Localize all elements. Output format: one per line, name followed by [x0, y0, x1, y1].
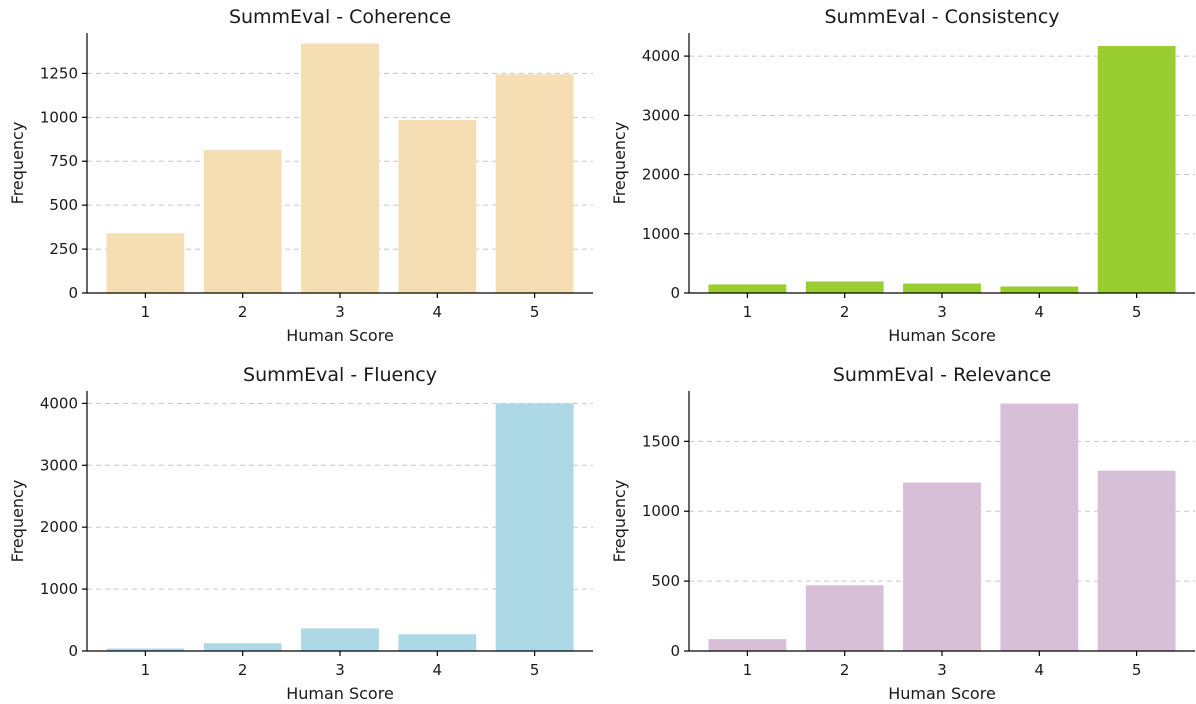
- x-tick-label: 1: [141, 303, 151, 321]
- bar-2: [203, 643, 282, 651]
- x-tick-label: 1: [743, 661, 753, 679]
- bar-1: [708, 284, 787, 293]
- chart-title: SummEval - Coherence: [229, 6, 451, 28]
- x-tick-label: 4: [433, 661, 443, 679]
- y-axis-label: Frequency: [8, 480, 27, 563]
- y-tick-label: 1500: [642, 432, 680, 450]
- subplot-2: 0 1000 2000 3000 4000 1 2 3 4 5 SummEval - Consist…: [610, 6, 1195, 345]
- chart-title: SummEval - Fluency: [243, 364, 437, 386]
- bar-4: [1000, 403, 1079, 651]
- chart-title: SummEval - Consistency: [824, 6, 1059, 28]
- x-tick-label: 1: [743, 303, 753, 321]
- x-tick-label: 3: [937, 661, 947, 679]
- bar-3: [903, 482, 981, 651]
- x-tick-label: 3: [937, 303, 947, 321]
- x-tick-label: 5: [1132, 303, 1142, 321]
- x-tick-label: 1: [141, 661, 151, 679]
- y-tick-label: 1000: [40, 108, 78, 126]
- bar-5: [1097, 470, 1176, 651]
- x-tick-label: 2: [238, 661, 248, 679]
- subplot-3: 0 1000 2000 3000 4000 1 2 3 4 5 SummEval - Fluency…: [8, 364, 593, 703]
- bar-4: [1000, 286, 1079, 293]
- x-tick-label: 5: [530, 661, 540, 679]
- x-tick-label: 3: [335, 303, 345, 321]
- x-axis-label: Human Score: [286, 684, 394, 703]
- y-tick-label: 1250: [40, 64, 78, 82]
- y-tick-label: 250: [49, 240, 78, 258]
- x-tick-label: 4: [1035, 661, 1045, 679]
- bar-3: [301, 43, 379, 293]
- chart-title: SummEval - Relevance: [833, 364, 1051, 386]
- x-tick-label: 4: [1035, 303, 1045, 321]
- y-tick-label: 0: [68, 642, 78, 660]
- bar-2: [805, 585, 884, 651]
- y-tick-label: 0: [670, 642, 680, 660]
- x-axis-label: Human Score: [286, 326, 394, 345]
- y-axis-label: Frequency: [610, 480, 629, 563]
- y-tick-label: 0: [68, 284, 78, 302]
- x-tick-label: 2: [840, 303, 850, 321]
- y-tick-label: 3000: [642, 106, 680, 124]
- x-tick-label: 5: [530, 303, 540, 321]
- bar-5: [1097, 46, 1176, 293]
- bar-3: [301, 628, 379, 651]
- x-tick-label: 4: [433, 303, 443, 321]
- bar-1: [708, 639, 787, 651]
- y-tick-label: 750: [49, 152, 78, 170]
- x-tick-label: 3: [335, 661, 345, 679]
- bar-2: [203, 149, 282, 293]
- x-tick-label: 2: [840, 661, 850, 679]
- y-tick-label: 2000: [40, 518, 78, 536]
- y-tick-label: 0: [670, 284, 680, 302]
- subplot-1: 0 250 500 750 1000 1250 1 2 3 4 5 SummEval - Cohere…: [8, 6, 593, 345]
- y-tick-label: 2000: [642, 166, 680, 184]
- bar-3: [903, 283, 981, 293]
- y-tick-label: 1000: [642, 502, 680, 520]
- y-tick-label: 4000: [642, 47, 680, 65]
- y-tick-label: 1000: [642, 225, 680, 243]
- subplot-4: 0 500 1000 1500 1 2 3 4 5 SummEval - Relevance Hum…: [610, 364, 1195, 703]
- bar-5: [495, 74, 574, 293]
- x-axis-label: Human Score: [888, 684, 996, 703]
- y-tick-label: 3000: [40, 456, 78, 474]
- x-axis-label: Human Score: [888, 326, 996, 345]
- y-tick-label: 500: [651, 572, 680, 590]
- x-tick-label: 5: [1132, 661, 1142, 679]
- bar-1: [106, 648, 185, 651]
- bar-4: [398, 119, 477, 293]
- y-axis-label: Frequency: [8, 122, 27, 205]
- y-tick-label: 1000: [40, 580, 78, 598]
- bar-4: [398, 634, 477, 651]
- bar-1: [106, 233, 185, 293]
- bar-2: [805, 281, 884, 293]
- bar-5: [495, 403, 574, 651]
- y-axis-label: Frequency: [610, 122, 629, 205]
- x-tick-label: 2: [238, 303, 248, 321]
- y-tick-label: 500: [49, 196, 78, 214]
- y-tick-label: 4000: [40, 394, 78, 412]
